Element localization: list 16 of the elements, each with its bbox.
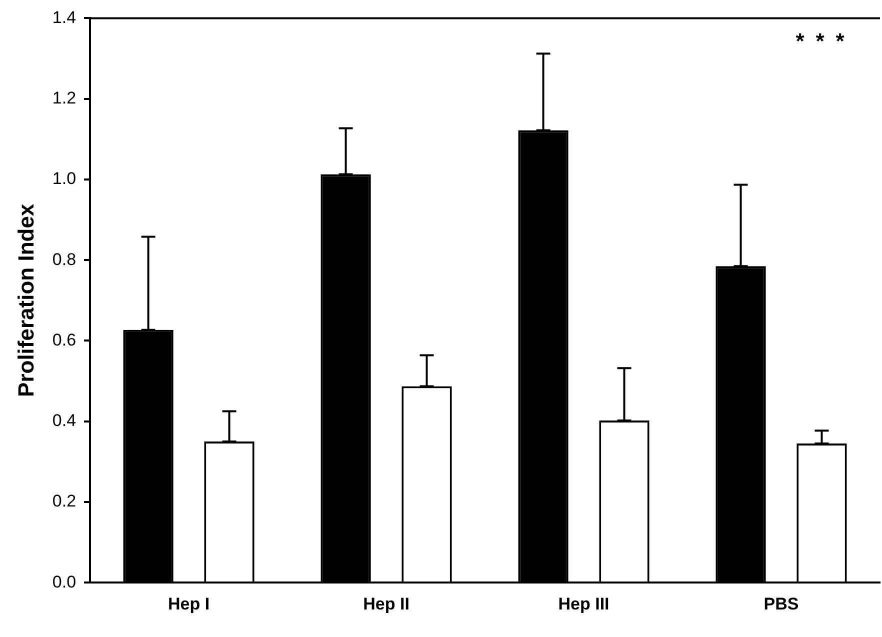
y-axis-title: Proliferation Index [13, 203, 38, 397]
y-tick-label: 1.0 [52, 169, 76, 188]
annotation: * [816, 28, 825, 54]
y-tick-label: 0.4 [52, 411, 76, 430]
y-tick-label: 1.4 [52, 8, 76, 27]
annotation: * [796, 28, 805, 54]
y-tick-label: 0.0 [52, 572, 76, 592]
x-tick-label: Hep I [168, 594, 210, 614]
y-tick-label: 0.2 [52, 492, 76, 511]
annotation: * [836, 28, 845, 54]
y-tick-label: 0.8 [52, 250, 76, 269]
y-tick-label: 1.2 [52, 88, 76, 108]
y-tick-label: 0.6 [52, 330, 76, 350]
x-tick-label: Hep II [363, 594, 410, 614]
x-tick-label: PBS [764, 594, 799, 614]
x-tick-label: Hep III [558, 594, 610, 614]
